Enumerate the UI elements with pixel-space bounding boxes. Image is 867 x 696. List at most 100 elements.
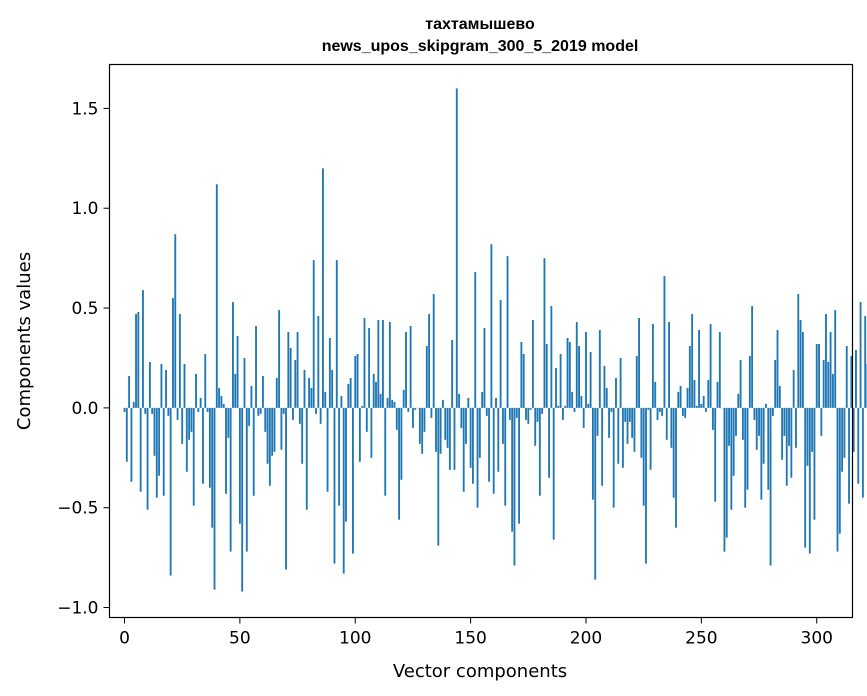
bar-component-163 bbox=[499, 300, 502, 408]
bar-component-252 bbox=[705, 407, 707, 412]
bar-component-29 bbox=[190, 407, 193, 432]
bar-component-67 bbox=[278, 310, 281, 408]
bar-component-262 bbox=[728, 407, 730, 446]
bar-component-54 bbox=[248, 407, 251, 426]
x-tick-label: 200 bbox=[570, 629, 602, 649]
bar-component-3 bbox=[130, 407, 133, 482]
bar-component-115 bbox=[388, 322, 391, 408]
bar-component-302 bbox=[820, 407, 823, 436]
bar-component-281 bbox=[771, 407, 774, 416]
bar-component-47 bbox=[232, 302, 234, 408]
bar-component-143 bbox=[453, 407, 456, 470]
bar-component-173 bbox=[522, 353, 525, 408]
bar-component-69 bbox=[282, 407, 285, 414]
bar-component-119 bbox=[398, 407, 401, 520]
x-tick-label: 150 bbox=[454, 629, 486, 649]
bar-component-224 bbox=[640, 407, 643, 458]
bar-component-251 bbox=[702, 395, 705, 408]
bar-component-164 bbox=[502, 407, 504, 444]
bar-component-13 bbox=[153, 407, 156, 456]
bar-component-299 bbox=[813, 407, 816, 520]
bar-component-180 bbox=[538, 407, 541, 496]
bar-component-110 bbox=[377, 320, 380, 408]
bar-component-113 bbox=[384, 407, 387, 496]
bar-component-83 bbox=[315, 407, 317, 414]
bar-component-229 bbox=[651, 324, 654, 408]
bar-component-311 bbox=[841, 407, 844, 472]
bar-component-277 bbox=[762, 407, 765, 464]
bar-component-182 bbox=[543, 258, 546, 408]
bar-component-244 bbox=[686, 387, 689, 408]
bar-component-238 bbox=[672, 407, 675, 498]
bar-component-50 bbox=[238, 407, 241, 524]
bar-component-49 bbox=[236, 336, 239, 408]
bar-component-218 bbox=[626, 407, 629, 444]
bar-component-140 bbox=[446, 407, 449, 448]
bar-component-135 bbox=[435, 407, 437, 452]
bar-component-222 bbox=[635, 355, 638, 408]
bar-component-10 bbox=[146, 407, 149, 510]
bar-component-247 bbox=[693, 379, 696, 408]
bar-component-214 bbox=[617, 407, 620, 464]
bar-component-101 bbox=[356, 353, 359, 408]
bar-component-179 bbox=[536, 407, 539, 422]
bar-component-31 bbox=[195, 373, 197, 408]
bar-component-242 bbox=[681, 407, 684, 416]
bar-component-20 bbox=[169, 407, 172, 576]
bar-component-288 bbox=[788, 407, 790, 446]
bar-component-282 bbox=[774, 359, 777, 408]
bar-component-250 bbox=[700, 403, 703, 408]
bar-component-309 bbox=[836, 407, 839, 552]
bar-component-144 bbox=[455, 88, 458, 408]
bar-component-176 bbox=[529, 407, 532, 410]
bar-component-279 bbox=[767, 407, 770, 490]
bar-component-169 bbox=[513, 407, 516, 566]
bar-component-52 bbox=[243, 357, 246, 408]
bar-component-181 bbox=[541, 407, 544, 414]
bar-component-90 bbox=[331, 369, 334, 408]
bar-component-198 bbox=[580, 395, 583, 408]
bar-component-109 bbox=[375, 381, 377, 408]
bar-component-62 bbox=[266, 407, 269, 464]
bar-component-290 bbox=[792, 369, 795, 408]
bar-component-37 bbox=[208, 407, 211, 488]
bar-component-292 bbox=[797, 294, 800, 408]
x-tick-label: 100 bbox=[339, 629, 371, 649]
bar-component-254 bbox=[709, 324, 712, 408]
bar-component-160 bbox=[492, 407, 495, 494]
bar-component-70 bbox=[285, 407, 287, 570]
bar-component-46 bbox=[229, 407, 232, 552]
bar-component-321 bbox=[864, 316, 867, 408]
bar-component-124 bbox=[409, 326, 412, 408]
bar-component-55 bbox=[250, 385, 253, 408]
bar-component-117 bbox=[393, 401, 396, 408]
bar-component-99 bbox=[352, 407, 354, 554]
bar-component-168 bbox=[511, 407, 514, 532]
bar-component-221 bbox=[633, 407, 636, 452]
bar-component-128 bbox=[418, 407, 421, 444]
bar-component-201 bbox=[587, 403, 590, 408]
bar-component-293 bbox=[799, 320, 802, 408]
bar-component-219 bbox=[628, 407, 631, 422]
bar-component-230 bbox=[654, 381, 657, 408]
bar-component-194 bbox=[571, 391, 574, 408]
bar-component-17 bbox=[162, 407, 165, 496]
bar-component-156 bbox=[483, 328, 486, 408]
bar-component-104 bbox=[363, 318, 366, 408]
bar-component-114 bbox=[386, 397, 389, 408]
bar-component-271 bbox=[748, 355, 751, 408]
bar-component-318 bbox=[857, 407, 860, 484]
bar-component-223 bbox=[638, 318, 640, 408]
bar-component-239 bbox=[675, 407, 677, 528]
bar-component-80 bbox=[308, 377, 311, 408]
bar-component-2 bbox=[128, 375, 131, 408]
bar-component-265 bbox=[735, 407, 737, 436]
bar-component-35 bbox=[204, 353, 207, 408]
bar-component-25 bbox=[181, 407, 184, 444]
bar-component-300 bbox=[815, 343, 818, 408]
bar-component-76 bbox=[298, 407, 301, 424]
bar-component-191 bbox=[564, 405, 567, 408]
bar-component-316 bbox=[852, 407, 855, 452]
bar-component-60 bbox=[262, 375, 264, 408]
bar-component-85 bbox=[319, 407, 322, 424]
